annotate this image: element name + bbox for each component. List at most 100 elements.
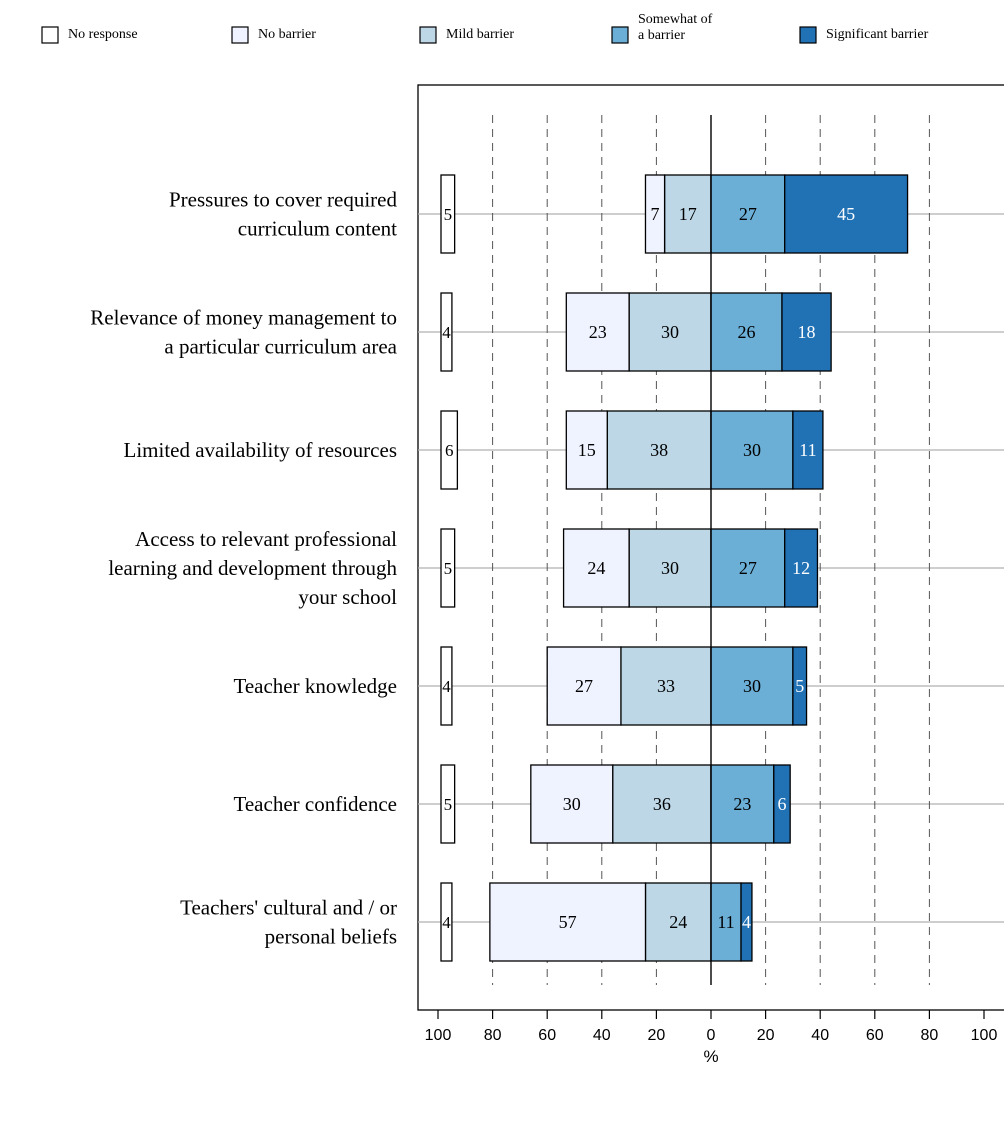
bar-segment — [710, 174, 786, 254]
bar-segment — [565, 292, 630, 372]
bar-no-response — [440, 764, 456, 844]
bar-value-label: 38 — [650, 440, 668, 460]
bar-value-label: 6 — [777, 794, 786, 814]
bar-row: 4 24 57 11 4 — [440, 882, 753, 962]
bar-value-label: 27 — [739, 558, 757, 578]
bar-value-label: 27 — [575, 676, 593, 696]
bar-segment — [781, 292, 832, 372]
bar-value-label: 23 — [733, 794, 751, 814]
bar-segment — [606, 410, 712, 490]
bar-value-label: 30 — [661, 558, 679, 578]
category-label: Access to relevant professional learning … — [108, 527, 397, 609]
x-tick-label: 0 — [707, 1027, 716, 1044]
x-tick-label: 40 — [811, 1027, 829, 1044]
x-axis-label: % — [703, 1047, 718, 1066]
legend-swatch — [611, 26, 629, 44]
bar-value-label: 23 — [589, 322, 607, 342]
category-label: Pressures to cover required curriculum co… — [169, 188, 398, 241]
bar-row: 5 17 7 27 45 — [440, 174, 909, 254]
legend-swatch — [41, 26, 59, 44]
bar-value-label: 15 — [578, 440, 596, 460]
bar-value-label: 12 — [792, 558, 810, 578]
bar-segment — [644, 174, 666, 254]
category-label: Teacher knowledge — [233, 674, 397, 698]
x-axis: 100 80 60 40 20 0 20 40 60 80 100 — [425, 1010, 998, 1044]
bar-segment — [740, 882, 753, 962]
legend-swatch — [231, 26, 249, 44]
bar-segment — [792, 410, 824, 490]
bar-segment — [710, 528, 786, 608]
bar-value-label: 11 — [799, 440, 816, 460]
bar-value-label: 30 — [743, 440, 761, 460]
bar-value-label: 45 — [837, 204, 855, 224]
bar-value-label: 5 — [444, 795, 453, 814]
bar-value-label: 33 — [657, 676, 675, 696]
legend-label: Significant barrier — [826, 27, 929, 42]
bar-row: 4 33 27 30 5 — [440, 646, 808, 726]
category-label: Teachers' cultural and / or personal beli… — [180, 896, 397, 949]
category-label: Limited availability of resources — [124, 438, 398, 462]
x-tick-label: 100 — [971, 1027, 998, 1044]
plot-frame — [417, 84, 1004, 1011]
bar-value-label: 4 — [742, 912, 751, 932]
bar-row: 6 38 15 30 11 — [440, 410, 824, 490]
bar-value-label: 36 — [653, 794, 671, 814]
bar-value-label: 30 — [563, 794, 581, 814]
bar-row: 4 30 23 26 18 — [440, 292, 832, 372]
bar-segment — [773, 764, 791, 844]
bar-segment — [792, 646, 808, 726]
legend-label: No response — [68, 27, 138, 42]
bar-segment — [562, 528, 630, 608]
bar-value-label: 30 — [661, 322, 679, 342]
bar-segment — [710, 410, 794, 490]
bar-value-label: 5 — [444, 559, 453, 578]
bar-value-label: 4 — [442, 323, 451, 342]
bar-segment — [784, 528, 819, 608]
bar-value-label: 24 — [669, 912, 687, 932]
bar-no-response — [440, 292, 453, 372]
bar-value-label: 7 — [651, 204, 660, 224]
bar-segment — [530, 764, 614, 844]
bar-segment — [784, 174, 909, 254]
x-tick-label: 80 — [921, 1027, 939, 1044]
bar-segment — [710, 292, 783, 372]
bar-value-label: 27 — [739, 204, 757, 224]
bar-segment — [489, 882, 647, 962]
legend: No response No barrier Mild barrier Somewha… — [41, 12, 929, 44]
bar-segment — [644, 882, 712, 962]
bar-segment — [620, 646, 712, 726]
bar-segment — [628, 528, 712, 608]
x-tick-label: 60 — [538, 1027, 556, 1044]
category-labels: Pressures to cover required curriculum co… — [90, 188, 397, 949]
bar-row: 5 36 30 23 6 — [440, 764, 791, 844]
bar-value-label: 30 — [743, 676, 761, 696]
category-label: Relevance of money management to a partic… — [90, 306, 397, 359]
bar-segment — [628, 292, 712, 372]
category-label: Teacher confidence — [234, 792, 398, 816]
x-tick-label: 60 — [866, 1027, 884, 1044]
bar-segment — [710, 764, 775, 844]
bar-value-label: 5 — [795, 676, 804, 696]
x-tick-label: 100 — [425, 1027, 452, 1044]
x-tick-label: 20 — [648, 1027, 666, 1044]
bar-value-label: 18 — [798, 322, 816, 342]
legend-swatch — [419, 26, 437, 44]
x-tick-label: 40 — [593, 1027, 611, 1044]
legend-label: Somewhat of a barrier — [638, 12, 713, 43]
bar-value-label: 26 — [737, 322, 755, 342]
bar-no-response — [440, 646, 453, 726]
bar-no-response — [440, 174, 456, 254]
bar-value-label: 57 — [559, 912, 577, 932]
bar-no-response — [440, 410, 459, 490]
bar-value-label: 24 — [587, 558, 605, 578]
bar-value-label: 5 — [444, 205, 453, 224]
bar-row: 5 30 24 27 12 — [440, 528, 819, 608]
bar-value-label: 17 — [679, 204, 697, 224]
bar-segment — [710, 646, 794, 726]
bar-no-response — [440, 528, 456, 608]
x-tick-label: 20 — [757, 1027, 775, 1044]
bar-value-label: 11 — [717, 912, 734, 932]
bar-value-label: 4 — [442, 913, 451, 932]
